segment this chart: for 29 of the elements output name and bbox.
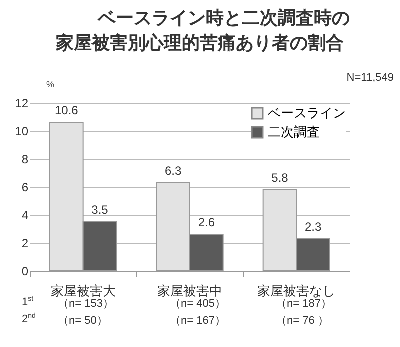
data-label: 2.6 [198,216,216,230]
y-tick-label: 8 [22,152,29,166]
text: （n= 405） [170,298,226,310]
y-axis-title: % [46,80,55,90]
legend-label: ベースライン [268,106,346,120]
y-tick-label: 4 [22,208,29,222]
y-tick-label: 6 [22,180,29,194]
y-tick-label: 12 [15,96,29,110]
text: 2$^{nd}$ [22,313,37,328]
x-tick-label: 家屋被害中 [158,284,222,298]
y-tick-label: 2 [22,236,29,250]
y-tick-label: 10 [15,124,29,138]
x-tick-label: 家屋被害なし [258,284,336,298]
data-label: 3.5 [92,203,109,217]
data-label: 6.3 [164,164,182,178]
text: （n= 167） [170,314,227,328]
chart-title: ベースライン時と二次調査時の家屋被害別心理的苦痛あり者の割合 [55,7,351,55]
data-label: 2.3 [304,220,322,234]
data-label: 5.8 [272,170,289,185]
x-tick-label: 家屋被害大 [50,284,116,298]
y-tick-label: 0 [22,264,29,278]
legend-label: 二次調査 [268,124,320,140]
text: N=11,549 [346,72,394,84]
text: （n= 187） [276,298,333,311]
text: 1$^{st}$ [22,296,34,309]
data-label: 10.6 [54,104,79,118]
text: （n= 76 ） [276,314,330,328]
text: （n= 153） [58,298,114,310]
text: （n= 50） [58,314,109,328]
